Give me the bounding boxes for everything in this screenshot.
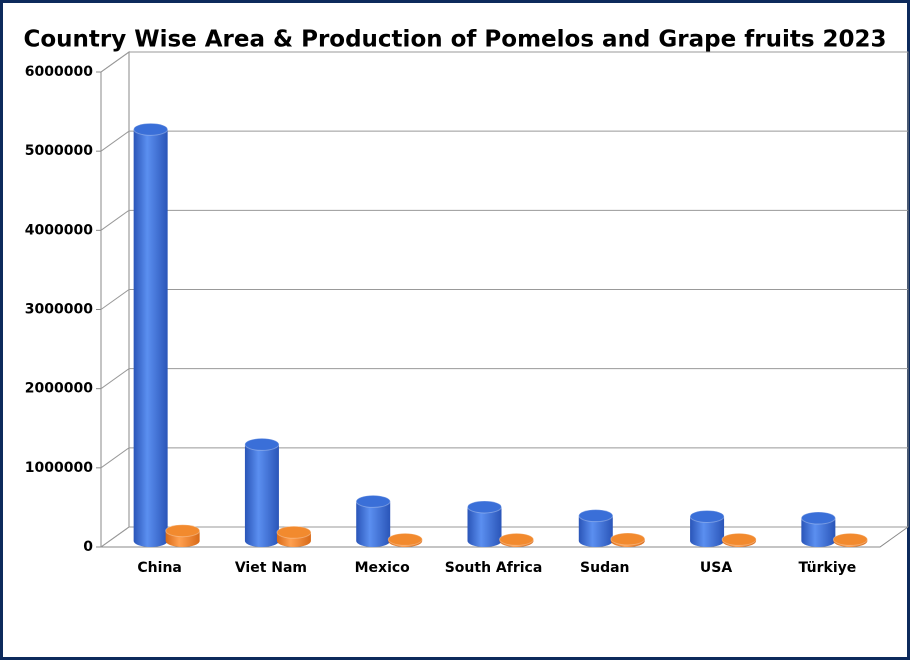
bar bbox=[578, 515, 613, 547]
grid-line bbox=[100, 447, 908, 469]
x-tick-label: South Africa bbox=[445, 560, 543, 576]
bar-top bbox=[244, 437, 280, 451]
y-tick-label: 5000000 bbox=[25, 143, 93, 159]
y-tick-label: 6000000 bbox=[25, 64, 93, 80]
x-tick-label: Mexico bbox=[355, 560, 411, 576]
bar-top bbox=[499, 532, 534, 546]
bar-top bbox=[467, 500, 502, 514]
bar-top bbox=[832, 532, 868, 546]
y-tick-label: 3000000 bbox=[25, 302, 93, 318]
y-tick-label: 2000000 bbox=[25, 381, 93, 397]
bar-top bbox=[689, 509, 725, 523]
bar-top bbox=[276, 525, 312, 539]
bar-top bbox=[578, 509, 614, 523]
grid-line bbox=[100, 51, 908, 73]
bar bbox=[244, 444, 279, 547]
bar-top bbox=[387, 532, 423, 546]
bar-top bbox=[355, 494, 391, 508]
bar-top bbox=[133, 122, 169, 136]
y-tick-label: 1000000 bbox=[25, 460, 93, 476]
bar-top bbox=[721, 532, 757, 546]
x-tick-label: USA bbox=[700, 560, 732, 576]
bar-top bbox=[165, 524, 201, 538]
grid-line bbox=[100, 130, 908, 152]
y-tick-label: 4000000 bbox=[25, 222, 93, 238]
bar bbox=[356, 501, 391, 547]
grid-line bbox=[100, 289, 908, 310]
bar-top bbox=[800, 511, 836, 525]
bar bbox=[690, 516, 725, 547]
x-tick-label: Viet Nam bbox=[235, 560, 307, 576]
bar bbox=[133, 129, 168, 548]
x-tick-label: Sudan bbox=[580, 560, 630, 576]
grid-line bbox=[100, 526, 908, 548]
grid-line bbox=[100, 368, 908, 390]
grid-line bbox=[100, 209, 908, 231]
bar bbox=[467, 506, 502, 547]
y-tick-label: 0 bbox=[83, 539, 93, 555]
chart-title: Country Wise Area & Production of Pomelo… bbox=[23, 27, 886, 53]
x-tick-label: Türkiye bbox=[798, 560, 856, 576]
bar bbox=[801, 518, 836, 547]
bar-top bbox=[610, 532, 646, 546]
x-tick-label: China bbox=[137, 560, 181, 576]
